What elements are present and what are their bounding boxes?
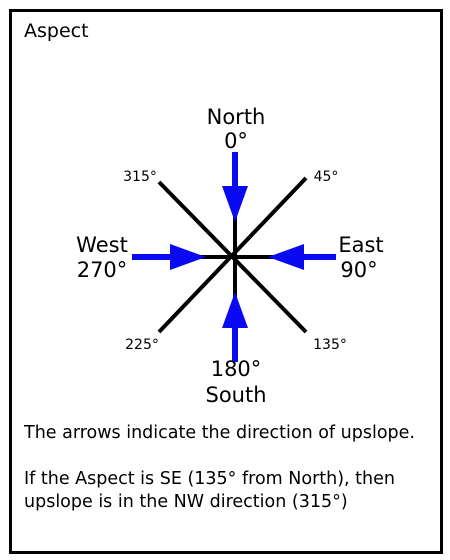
east-arrow: [268, 244, 336, 270]
west-arrow: [132, 244, 206, 270]
northeast-degrees: 45°: [314, 169, 339, 185]
compass-line-diagonal-nw-se: [157, 180, 308, 334]
east-label: East: [338, 233, 383, 257]
east-degrees: 90°: [340, 258, 377, 282]
north-degrees: 0°: [224, 129, 248, 153]
northwest-degrees: 315°: [123, 169, 157, 185]
south-label: South: [205, 383, 266, 407]
north-arrow: [222, 152, 248, 222]
panel-title: Aspect: [24, 20, 89, 42]
south-degrees: 180°: [211, 357, 262, 381]
aspect-compass-diagram: North 0° 180° South West 270° East 90° 3…: [76, 105, 383, 407]
southeast-degrees: 135°: [313, 337, 347, 353]
west-degrees: 270°: [77, 258, 128, 282]
south-arrow: [222, 292, 248, 362]
aspect-panel: Aspect: [9, 9, 443, 554]
upslope-arrows: [132, 152, 336, 362]
caption-upslope-note: The arrows indicate the direction of ups…: [24, 423, 415, 443]
west-label: West: [76, 233, 128, 257]
caption: The arrows indicate the direction of ups…: [24, 422, 434, 514]
north-label: North: [207, 105, 266, 129]
caption-example-note: If the Aspect is SE (135° from North), t…: [24, 469, 395, 512]
southwest-degrees: 225°: [125, 337, 159, 353]
